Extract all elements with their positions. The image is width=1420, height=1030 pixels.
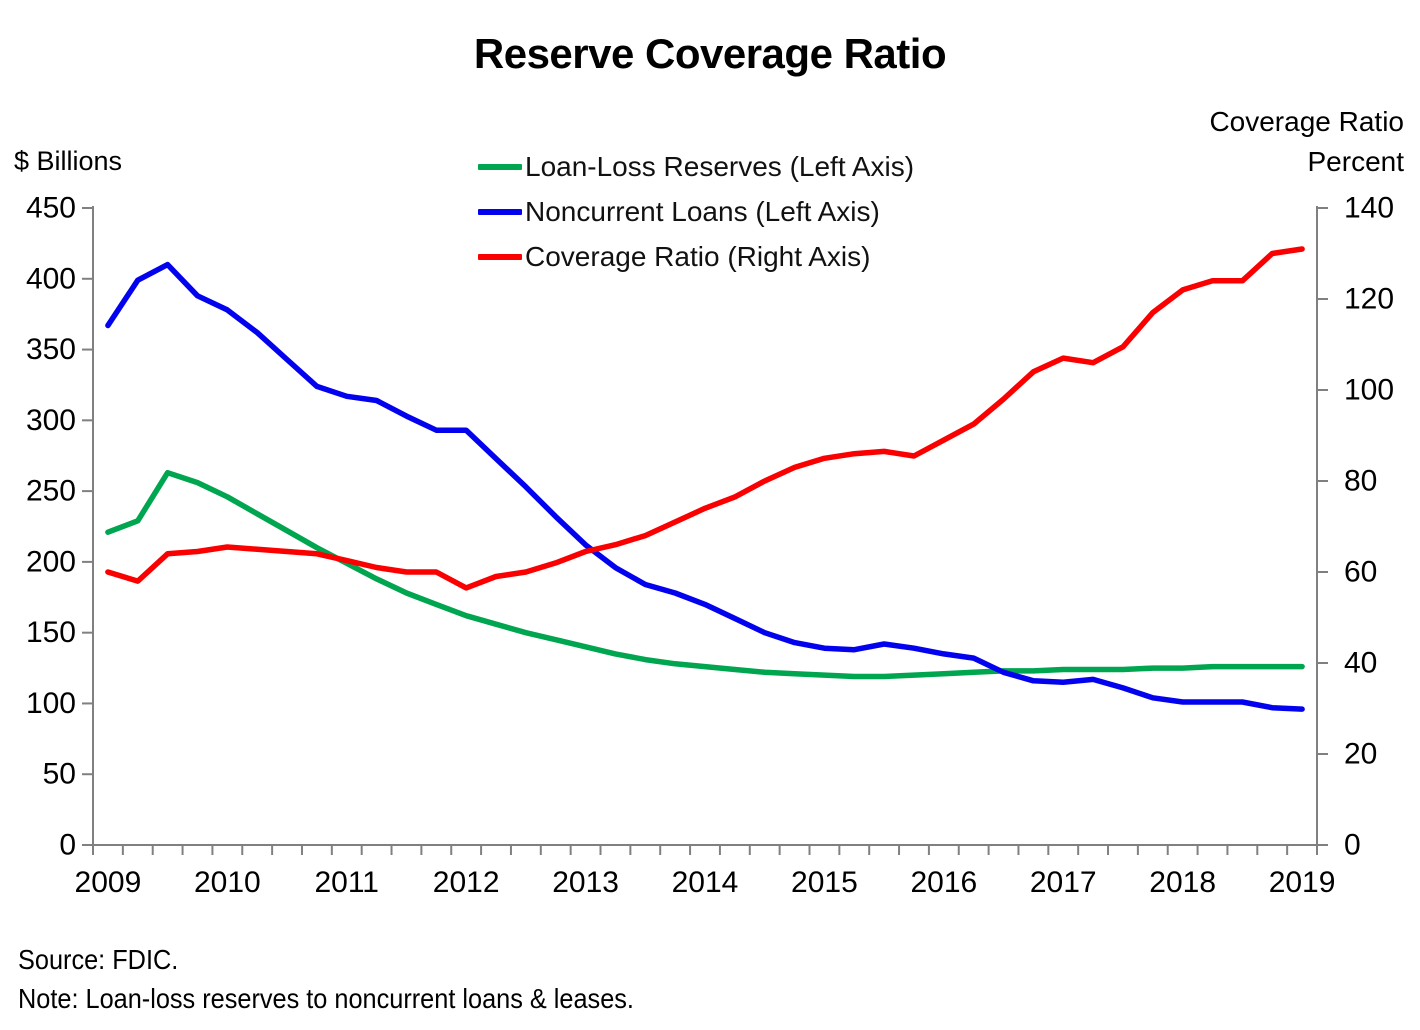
- x-axis-year-label: 2015: [791, 866, 858, 899]
- legend-item-noncurrent-loans: Noncurrent Loans (Left Axis): [478, 189, 914, 234]
- right-axis-tick-label: 60: [1344, 556, 1377, 589]
- right-axis-tick-label: 0: [1344, 829, 1361, 862]
- chart-title: Reserve Coverage Ratio: [473, 30, 947, 77]
- x-axis-year-label: 2013: [552, 866, 619, 899]
- legend-label: Noncurrent Loans (Left Axis): [525, 195, 880, 227]
- x-axis-year-label: 2010: [194, 866, 261, 899]
- left-axis-tick-label: 0: [59, 829, 76, 862]
- chart-legend: Loan-Loss Reserves (Left Axis) Noncurren…: [478, 144, 914, 279]
- left-axis-tick-label: 250: [26, 475, 76, 508]
- right-axis-tick-label: 20: [1344, 738, 1377, 771]
- right-axis-tick-label: 100: [1344, 374, 1394, 407]
- legend-marker-red-line-icon: [478, 253, 522, 260]
- x-axis-year-label: 2019: [1269, 866, 1336, 899]
- left-axis-tick-label: 200: [26, 545, 76, 578]
- left-axis-title: $ Billions: [14, 146, 123, 176]
- right-axis-title-line1: Coverage Ratio: [1209, 106, 1404, 137]
- x-axis-year-label: 2016: [910, 866, 977, 899]
- left-axis-tick-label: 300: [26, 404, 76, 437]
- legend-label: Coverage Ratio (Right Axis): [525, 240, 871, 272]
- left-axis-tick-label: 150: [26, 616, 76, 649]
- x-axis-year-label: 2011: [314, 866, 379, 899]
- x-axis-year-label: 2012: [433, 866, 500, 899]
- left-axis-tick-label: 450: [26, 192, 76, 225]
- right-axis-title: Coverage Ratio Percent: [1209, 102, 1404, 182]
- right-axis-tick-label: 40: [1344, 647, 1377, 680]
- series-line-coverage-ratio-right-axis: [105, 246, 1305, 591]
- x-axis-year-label: 2017: [1030, 866, 1097, 899]
- x-axis-year-label: 2009: [75, 866, 142, 899]
- left-axis-tick-label: 100: [26, 687, 76, 720]
- definition-note: Note: Loan-loss reserves to noncurrent l…: [18, 983, 634, 1014]
- legend-item-coverage-ratio: Coverage Ratio (Right Axis): [478, 234, 914, 279]
- right-axis-tick-label: 120: [1344, 283, 1394, 316]
- right-axis-tick-label: 80: [1344, 465, 1377, 498]
- chart-footnotes: Source: FDIC. Note: Loan-loss reserves t…: [18, 940, 634, 1018]
- source-note: Source: FDIC.: [18, 944, 179, 975]
- legend-marker-green-line-icon: [478, 163, 522, 170]
- series-line-noncurrent-loans-left-axis: [105, 261, 1305, 712]
- left-axis-tick-label: 50: [43, 758, 76, 791]
- series-line-loan-loss-reserves-left-axis: [105, 469, 1305, 680]
- legend-marker-blue-line-icon: [478, 208, 522, 215]
- x-axis-year-label: 2014: [672, 866, 739, 899]
- left-axis-tick-label: 400: [26, 262, 76, 295]
- right-axis-tick-label: 140: [1344, 192, 1394, 225]
- x-axis-year-label: 2018: [1149, 866, 1216, 899]
- left-axis-tick-label: 350: [26, 333, 76, 366]
- legend-item-loan-loss-reserves: Loan-Loss Reserves (Left Axis): [478, 144, 914, 189]
- right-axis-title-line2: Percent: [1307, 146, 1405, 177]
- legend-label: Loan-Loss Reserves (Left Axis): [525, 150, 915, 182]
